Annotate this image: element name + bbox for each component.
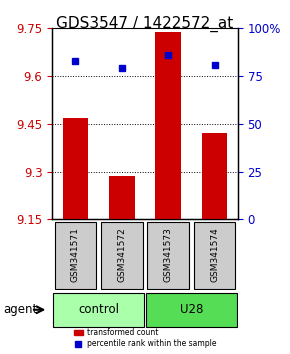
Text: GSM341573: GSM341573 [164,227,173,282]
FancyBboxPatch shape [194,222,235,289]
Bar [202,133,227,219]
FancyBboxPatch shape [101,222,143,289]
Text: GSM341572: GSM341572 [117,228,126,282]
FancyBboxPatch shape [55,222,96,289]
FancyBboxPatch shape [53,293,144,327]
Legend: transformed count, percentile rank within the sample: transformed count, percentile rank withi… [74,328,216,348]
Text: GSM341571: GSM341571 [71,227,80,282]
FancyBboxPatch shape [147,222,189,289]
FancyBboxPatch shape [146,293,237,327]
Bar [155,32,181,219]
Text: agent: agent [3,303,37,316]
Text: U28: U28 [180,303,203,316]
Text: GDS3547 / 1422572_at: GDS3547 / 1422572_at [56,16,234,32]
Text: control: control [78,303,119,316]
Bar [109,176,135,219]
Bar [63,118,88,219]
Text: GSM341574: GSM341574 [210,228,219,282]
